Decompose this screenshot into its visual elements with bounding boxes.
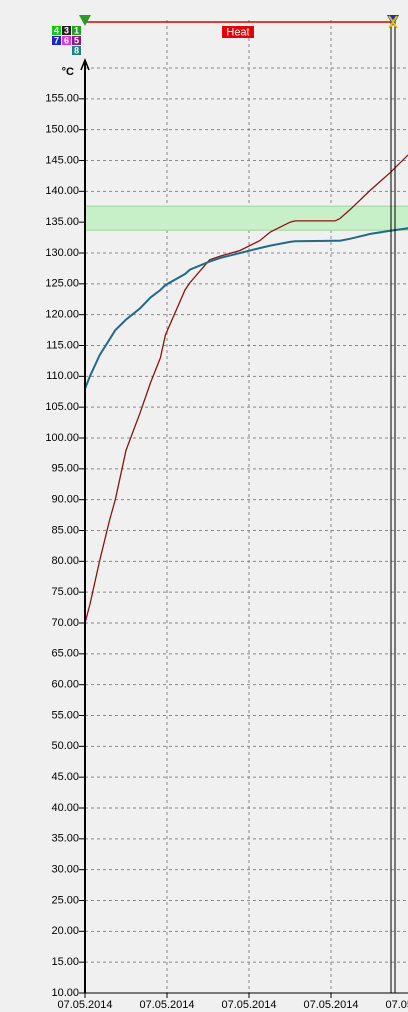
- channel-button-label: 8: [74, 45, 79, 55]
- channel-button-box: [52, 36, 61, 45]
- series-line: [85, 227, 408, 390]
- channel-button[interactable]: 6: [62, 35, 71, 45]
- channel-button-box: [52, 26, 61, 35]
- x-tick-label: 07.05.2014: [385, 999, 408, 1011]
- y-tick-label: 110.00: [46, 370, 79, 382]
- channel-button[interactable]: 3: [62, 25, 71, 35]
- y-tick-label: 65.00: [51, 648, 79, 660]
- channel-button-box: [72, 46, 81, 55]
- channel-button-label: 1: [74, 25, 79, 35]
- x-tick-label: 07.05.2014: [139, 999, 194, 1011]
- y-tick-label: 95.00: [51, 463, 79, 475]
- y-tick-label: 90.00: [51, 494, 79, 506]
- marker-label: Heat: [226, 26, 249, 38]
- x-tick-label: 07.05.2014: [303, 999, 358, 1011]
- y-tick-label: 20.00: [51, 925, 79, 937]
- y-tick-label: 55.00: [51, 709, 79, 721]
- channel-button-label: 6: [64, 35, 69, 45]
- y-tick-label: 50.00: [51, 740, 79, 752]
- y-tick-label: 35.00: [51, 833, 79, 845]
- y-tick-label: 100.00: [45, 432, 79, 444]
- y-tick-label: 60.00: [51, 679, 79, 691]
- y-tick-label: 150.00: [45, 124, 79, 136]
- y-tick-label: 15.00: [51, 956, 79, 968]
- background-layer: [85, 20, 408, 994]
- y-tick-label: 80.00: [51, 555, 79, 567]
- y-axis-arrow: [80, 57, 90, 71]
- channel-button-label: 3: [64, 25, 69, 35]
- channel-button-box: [62, 36, 71, 45]
- marker-start: [79, 15, 91, 26]
- channel-button[interactable]: 8: [72, 45, 81, 55]
- channel-button[interactable]: 5: [72, 35, 81, 45]
- channel-button-box: [62, 26, 71, 35]
- y-tick-label: 105.00: [45, 401, 79, 413]
- y-tick-label: 115.00: [46, 339, 79, 351]
- channel-button-label: 7: [54, 35, 59, 45]
- y-tick-label: 75.00: [51, 586, 79, 598]
- target-band: [85, 205, 408, 231]
- channel-button[interactable]: 4: [52, 25, 61, 35]
- channel-button-label: 5: [74, 35, 79, 45]
- y-tick-label: 145.00: [45, 154, 79, 166]
- channel-button[interactable]: 7: [52, 35, 61, 45]
- y-tick-label: 85.00: [51, 524, 79, 536]
- y-tick-label: 25.00: [51, 894, 79, 906]
- marker-x: [388, 15, 398, 29]
- x-tick-label: 07.05.2014: [57, 999, 112, 1011]
- y-tick-label: 125.00: [45, 278, 79, 290]
- y-tick-label: 10.00: [51, 987, 79, 999]
- series-line: [85, 154, 408, 624]
- foreground-layer: 10.00 15.00 20.00 25.00 30.00 35.00 40.00 45.00…: [45, 15, 408, 1011]
- y-tick-label: 30.00: [51, 864, 79, 876]
- channel-button-box: [72, 26, 81, 35]
- y-tick-label: 155.00: [45, 93, 79, 105]
- y-tick-label: 135.00: [45, 216, 79, 228]
- unit-label: °C: [62, 66, 74, 78]
- x-tick-label: 07.05.2014: [221, 999, 276, 1011]
- y-tick-label: 45.00: [51, 771, 79, 783]
- channel-button-box: [72, 36, 81, 45]
- channel-button[interactable]: 1: [72, 25, 81, 35]
- y-tick-label: 70.00: [51, 617, 79, 629]
- y-tick-label: 140.00: [45, 185, 79, 197]
- y-tick-label: 130.00: [45, 247, 79, 259]
- marker-label-box: [222, 26, 254, 38]
- y-tick-label: 40.00: [51, 802, 79, 814]
- channel-button-label: 4: [54, 25, 59, 35]
- plot-area: [85, 154, 408, 624]
- y-tick-label: 120.00: [45, 309, 79, 321]
